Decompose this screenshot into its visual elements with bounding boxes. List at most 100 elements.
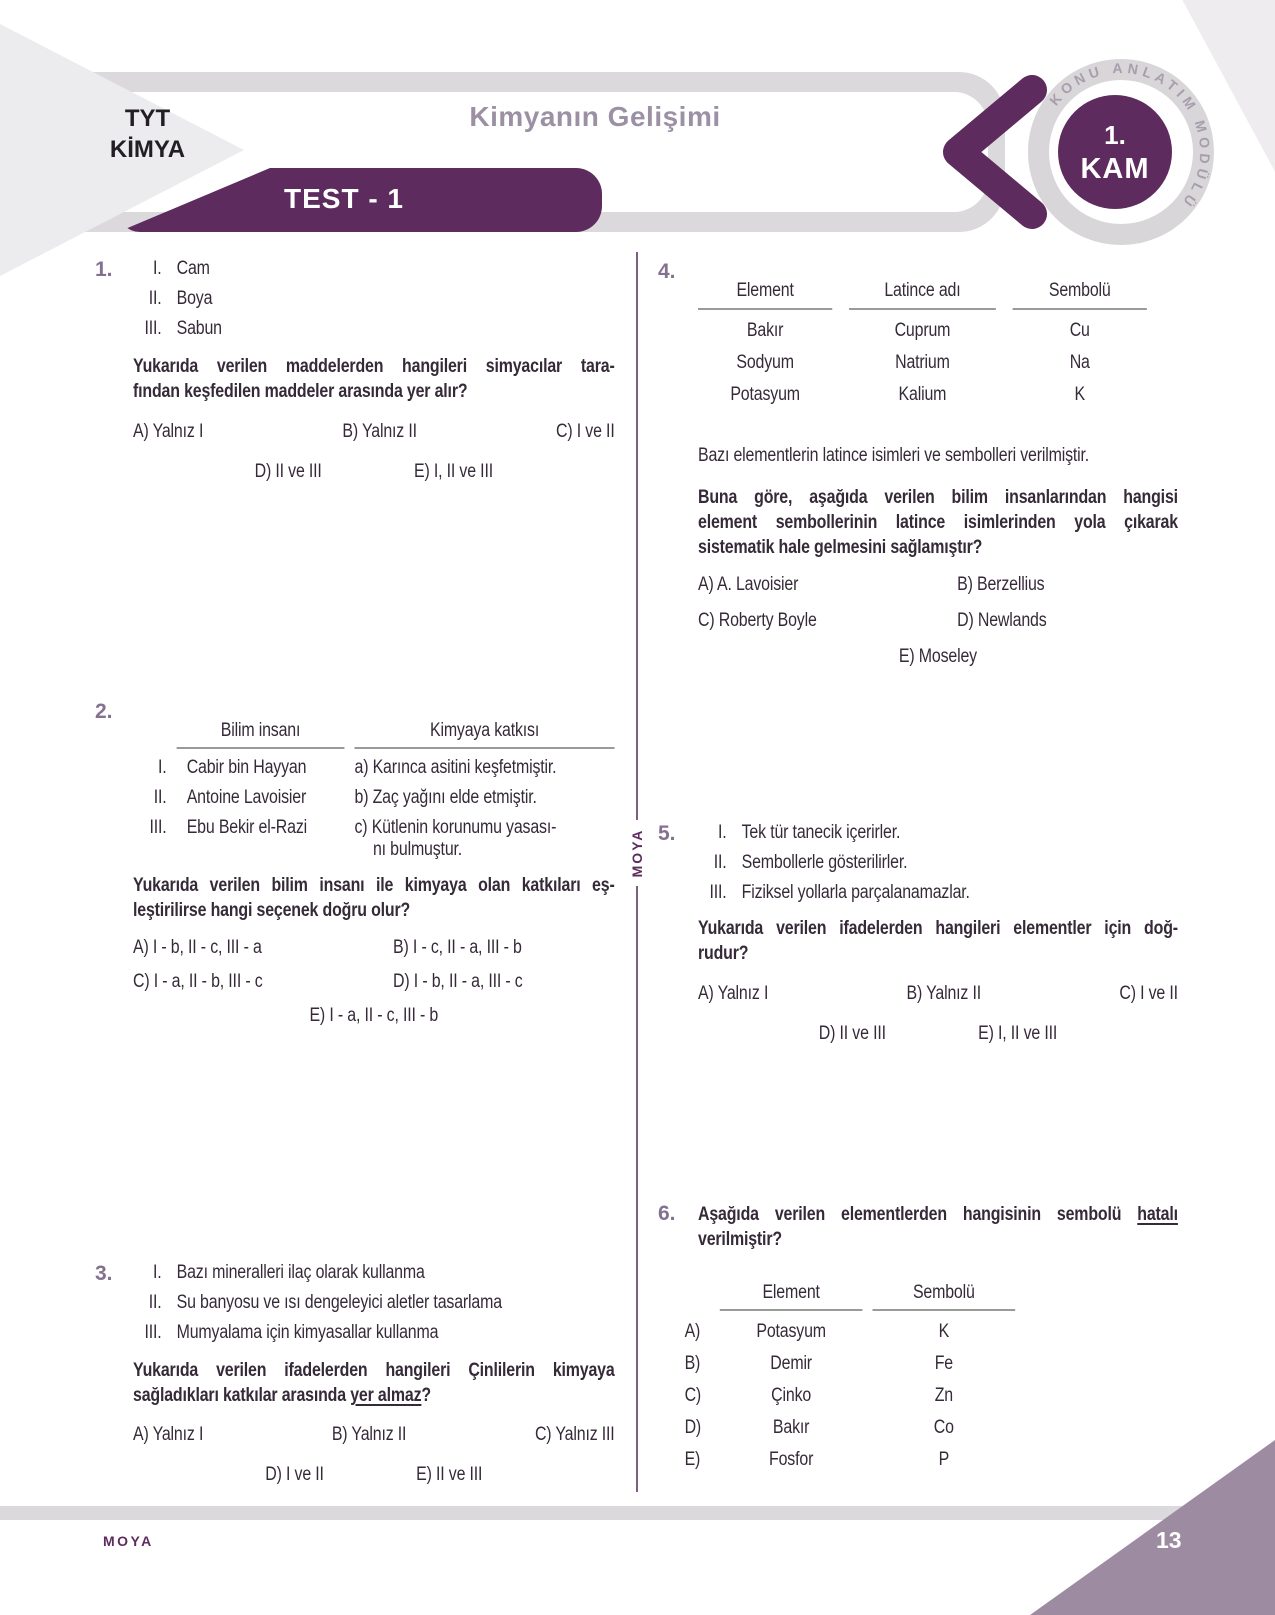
question-number: 2. [95, 700, 113, 723]
list-item: II. Boya [133, 288, 615, 310]
item-numeral: I. [152, 258, 162, 279]
contribution-cell: b) Zaç yağını elde etmiştir. [354, 787, 537, 808]
options-row: E) I - a, II - c, III - b [133, 1005, 615, 1027]
option-c: C) I ve II [1119, 983, 1178, 1004]
column-divider-bottom [636, 886, 638, 1492]
symbol-cell: P [938, 1449, 950, 1470]
row-numeral: III. [149, 817, 167, 838]
table-cell: K [1074, 384, 1086, 405]
divider-brand-label: MOYA [624, 820, 650, 886]
question-3: 3. I. Bazı mineralleri ilaç olarak kullan… [95, 1262, 615, 1486]
stem-line: verilmiştir? [698, 1229, 782, 1250]
roman-list: I. Cam II. Boya III. Sabun [133, 258, 615, 340]
table-header: Sembolü [1012, 280, 1147, 310]
option-letter: B) [684, 1353, 701, 1374]
symbol-cell: Co [933, 1417, 954, 1438]
question-4: 4. Element Bakır Sodyum Potasyum Latince… [658, 260, 1178, 668]
table-header: Element [719, 1282, 863, 1311]
table-cell: Sodyum [736, 352, 794, 373]
option-d: D) II ve III [254, 461, 322, 482]
options-row: C) Roberty Boyle D) Newlands [698, 610, 1178, 632]
question-stem: Yukarıda verilen bilim insanı ile kimyay… [133, 873, 615, 923]
option-letter: A) [684, 1321, 701, 1342]
item-numeral: I. [152, 1262, 162, 1283]
item-text: Mumyalama için kimyasallar kullanma [176, 1322, 439, 1343]
table-header: Bilim insanı [176, 720, 345, 749]
course-line2: KİMYA [109, 136, 186, 163]
test-banner-label: TEST - 1 [283, 183, 404, 214]
question-5: 5. I. Tek tür tanecik içerirler. II. Sembo… [658, 822, 1178, 1045]
row-numeral: I. [158, 757, 167, 778]
footer-band [0, 1506, 1275, 1615]
element-cell: Çinko [771, 1385, 812, 1406]
option-e: E) Moseley [898, 646, 977, 667]
options: A) Yalnız I B) Yalnız II C) I ve II D) I… [698, 983, 1178, 1045]
scientist-cell: Ebu Bekir el-Razi [186, 817, 308, 838]
item-numeral: III. [709, 882, 727, 903]
option-letter: D) [684, 1417, 702, 1438]
table-header: Sembolü [872, 1282, 1016, 1311]
options-row: D) I ve II E) II ve III [133, 1464, 615, 1486]
options-row: A) Yalnız I B) Yalnız II C) I ve II [133, 421, 615, 443]
list-item: II. Su banyosu ve ısı dengeleyici aletler… [133, 1292, 615, 1314]
footer-brand: MOYA [103, 1533, 154, 1549]
question-number: 3. [95, 1262, 113, 1285]
options: A) Yalnız I B) Yalnız II C) Yalnız III D… [133, 1424, 615, 1486]
table-cell: Potasyum [730, 384, 800, 405]
element-cell: Potasyum [756, 1321, 826, 1342]
option-a: A) A. Lavoisier [698, 574, 799, 595]
option-b: B) Yalnız II [331, 1424, 407, 1445]
item-text: Cam [176, 258, 210, 279]
element-cell: Fosfor [769, 1449, 814, 1470]
chevron-left-icon [943, 75, 1047, 229]
list-item: III. Sabun [133, 318, 615, 340]
stem-line: Yukarıda verilen ifadelerden hangileri Ç… [133, 1360, 615, 1381]
stem-text: ? [421, 1385, 431, 1406]
option-b: B) I - c, II - a, III - b [393, 937, 522, 958]
stem-line: sağladıkları katkılar arasında yer almaz… [133, 1383, 615, 1408]
symbol-cell: K [938, 1321, 950, 1342]
question-1: 1. I. Cam II. Boya III. Sabun Yukarıda veri… [95, 258, 615, 483]
item-text: Tek tür tanecik içerirler. [741, 822, 901, 843]
option-c: C) I ve II [556, 421, 615, 442]
option-d: D) II ve III [818, 1023, 886, 1044]
element-table: Element Bakır Sodyum Potasyum Latince ad… [698, 280, 1178, 406]
contribution-line1: c) Kütlenin korunumu yasası- [354, 817, 557, 838]
stem-line: element sembollerinin latince isimlerind… [698, 512, 1178, 533]
contribution-cell: c) Kütlenin korunumu yasası- nı bulmuştu… [354, 809, 614, 861]
options-row: D) II ve III E) I, II ve III [133, 461, 615, 483]
option-letter: C) [684, 1385, 702, 1406]
option-b: B) Berzellius [957, 574, 1045, 595]
option-e: E) I, II ve III [978, 1023, 1058, 1044]
scientist-cell: Cabir bin Hayyan [186, 757, 307, 778]
table-header: Element [698, 280, 833, 310]
list-item: I. Tek tür tanecik içerirler. [698, 822, 1178, 844]
list-item: I. Bazı mineralleri ilaç olarak kullanma [133, 1262, 615, 1284]
item-numeral: II. [148, 288, 162, 309]
item-numeral: II. [148, 1292, 162, 1313]
item-text: Bazı mineralleri ilaç olarak kullanma [176, 1262, 425, 1283]
stem-line: Aşağıda verilen elementlerden hangisinin… [698, 1202, 1178, 1227]
option-e: E) I, II ve III [413, 461, 493, 482]
column-divider-top [636, 252, 638, 820]
option-b: B) Yalnız II [906, 983, 982, 1004]
options: A) I - b, II - c, III - a B) I - c, II -… [133, 937, 615, 1027]
question-number: 4. [658, 260, 676, 283]
table-cell: Cu [1069, 320, 1090, 341]
stem-line: sistematik hale gelmesini sağlamıştır? [698, 537, 983, 558]
contribution-line2: nı bulmuştur. [372, 839, 463, 860]
option-c: C) I - a, II - b, III - c [133, 971, 263, 992]
scientist-cell: Antoine Lavoisier [186, 787, 307, 808]
options-row: E) Moseley [698, 646, 1178, 668]
row-numeral: II. [153, 787, 167, 808]
badge-code: KAM [1080, 153, 1149, 185]
question-stem: Buna göre, aşağıda verilen bilim insanla… [698, 485, 1178, 560]
list-item: I. Cam [133, 258, 615, 280]
item-numeral: III. [144, 318, 162, 339]
item-text: Fiziksel yollarla parçalanamazlar. [741, 882, 970, 903]
table-cell: Natrium [895, 352, 950, 373]
question-stem: Yukarıda verilen ifadelerden hangileri e… [698, 916, 1178, 966]
option-e: E) I - a, II - c, III - b [309, 1005, 439, 1026]
page-number: 13 [1156, 1527, 1182, 1553]
